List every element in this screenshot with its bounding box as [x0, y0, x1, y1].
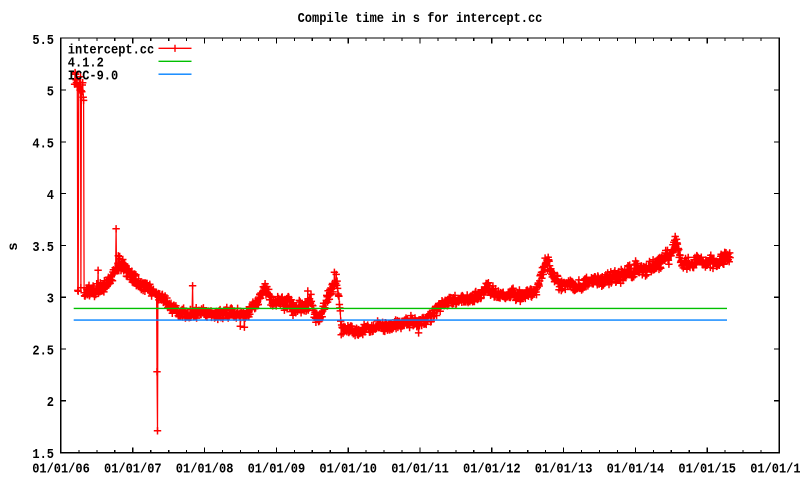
svg-text:01/01/11: 01/01/11: [391, 461, 449, 477]
svg-text:s: s: [6, 242, 22, 250]
svg-text:3: 3: [47, 292, 54, 308]
svg-text:01/01/06: 01/01/06: [32, 461, 90, 477]
svg-text:Compile time in s for intercep: Compile time in s for intercept.cc: [298, 11, 543, 27]
svg-text:4.1.2: 4.1.2: [68, 55, 104, 71]
svg-text:4.5: 4.5: [32, 136, 54, 152]
svg-text:01/01/12: 01/01/12: [463, 461, 521, 477]
svg-text:01/01/09: 01/01/09: [248, 461, 306, 477]
svg-text:01/01/10: 01/01/10: [319, 461, 377, 477]
svg-text:2.5: 2.5: [32, 343, 54, 359]
svg-text:intercept.cc: intercept.cc: [68, 42, 154, 58]
svg-text:01/01/15: 01/01/15: [678, 461, 736, 477]
svg-text:1.5: 1.5: [32, 447, 54, 463]
svg-text:01/01/13: 01/01/13: [535, 461, 593, 477]
svg-text:01/01/14: 01/01/14: [607, 461, 665, 477]
svg-text:01/01/08: 01/01/08: [176, 461, 234, 477]
svg-text:4: 4: [47, 188, 54, 204]
svg-text:2: 2: [47, 395, 54, 411]
svg-text:5.5: 5.5: [32, 33, 54, 49]
svg-text:01/01/07: 01/01/07: [104, 461, 162, 477]
svg-text:01/01/16: 01/01/16: [750, 461, 800, 477]
svg-text:3.5: 3.5: [32, 240, 54, 256]
svg-text:ICC-9.0: ICC-9.0: [68, 68, 118, 84]
svg-text:5: 5: [47, 85, 54, 101]
